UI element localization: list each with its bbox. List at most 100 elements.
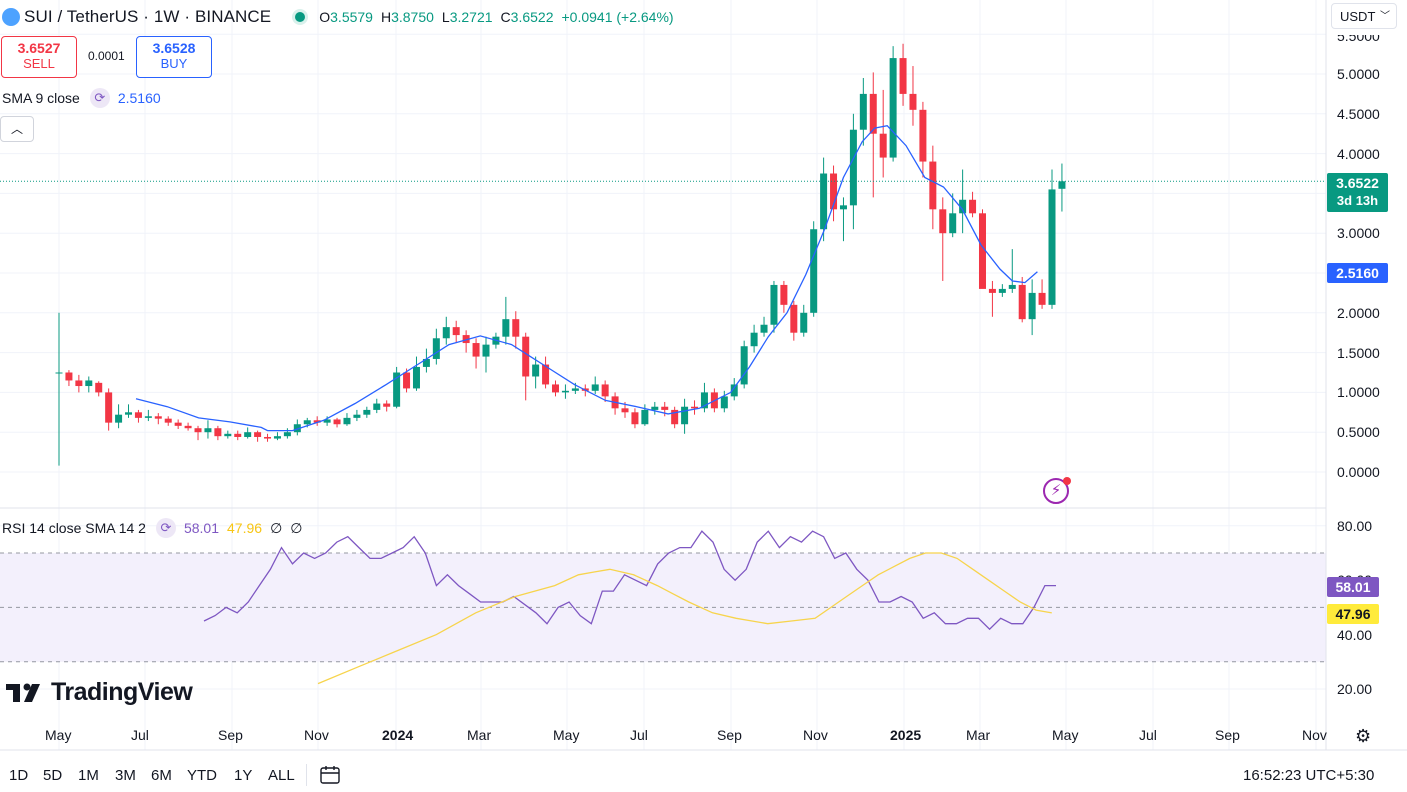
sell-price: 3.6527 [17, 40, 61, 56]
sma-legend-value: 2.5160 [117, 90, 161, 106]
candle [273, 432, 281, 441]
chevron-down-icon: ﹀ [1380, 11, 1390, 22]
candle [254, 430, 262, 442]
alerts-flash-icon[interactable]: ⚡ [1043, 477, 1071, 504]
rsi-sma-value-tag: 47.96 [1327, 604, 1379, 624]
candle [700, 382, 708, 413]
candle [810, 221, 818, 317]
gear-icon[interactable]: ⚙ [1355, 726, 1372, 746]
cycle-icon[interactable]: ⟳ [89, 88, 110, 108]
sell-button[interactable]: 3.6527 SELL [1, 36, 77, 78]
time-axis-label: Mar [966, 727, 991, 743]
sma-legend-label: SMA 9 close [2, 90, 80, 106]
notification-dot-icon [1063, 477, 1071, 485]
symbol-title[interactable]: SUI / TetherUS · 1W · BINANCE [24, 7, 272, 26]
price-axis-label: 5.5000 [1337, 28, 1380, 44]
chevron-up-icon: ︿ [10, 122, 23, 136]
buy-button[interactable]: 3.6528 BUY [136, 36, 212, 78]
time-axis-label: Jul [131, 727, 149, 743]
timeframe-button-3m[interactable]: 3M [115, 767, 136, 784]
candle [174, 419, 182, 430]
candle [482, 336, 490, 373]
time-axis-label: May [553, 727, 580, 743]
sell-label: SELL [23, 56, 55, 71]
time-axis-label: 2024 [382, 727, 414, 743]
rsi-legend-label: RSI 14 close SMA 14 2 [2, 520, 146, 536]
bar-countdown: 3d 13h [1336, 193, 1379, 208]
candle [899, 43, 907, 106]
candle [134, 409, 142, 423]
candle [154, 413, 162, 425]
candle [760, 316, 768, 337]
candle [164, 416, 172, 426]
timeframe-button-ytd[interactable]: YTD [187, 767, 217, 784]
currency-label: USDT [1340, 9, 1376, 24]
candle [144, 409, 152, 422]
candle [293, 419, 301, 436]
time-axis-label: Nov [803, 727, 828, 743]
candle [373, 398, 381, 414]
time-axis-label: 2025 [890, 727, 922, 743]
timeframe-button-1m[interactable]: 1M [78, 767, 99, 784]
date-range-icon[interactable] [319, 765, 341, 785]
candle [204, 420, 212, 439]
candle [720, 390, 728, 413]
candle [353, 409, 361, 422]
candle [522, 332, 530, 401]
ohlc-low: L3.2721 [441, 9, 493, 25]
candle [681, 398, 689, 434]
tradingview-logo[interactable]: TradingView [6, 678, 193, 707]
timeframe-button-1y[interactable]: 1Y [234, 767, 253, 784]
timeframe-button-all[interactable]: ALL [268, 767, 295, 784]
candle [969, 191, 977, 218]
candle [859, 77, 867, 146]
tradingview-logo-icon [6, 683, 40, 702]
collapse-legend-button[interactable]: ︿ [0, 116, 34, 142]
rsi-line [203, 530, 1056, 631]
candle [849, 113, 857, 230]
timeframe-button-6m[interactable]: 6M [151, 767, 172, 784]
candle [949, 193, 957, 238]
market-status-icon[interactable] [295, 12, 306, 22]
candle [403, 368, 411, 393]
rsi-legend[interactable]: RSI 14 close SMA 14 2 ⟳ 58.01 47.96 ∅ ∅ [2, 518, 302, 538]
candle [65, 370, 73, 387]
rsi-legend-value: 58.01 [183, 520, 220, 536]
time-axis-label: May [45, 727, 72, 743]
rsi-legend-empty-1: ∅ [270, 519, 283, 536]
rsi-sma-line [317, 552, 1052, 685]
rsi-band-lines [0, 552, 1326, 663]
candle [929, 145, 937, 230]
sui-logo-icon [2, 8, 20, 26]
candle [502, 296, 510, 345]
currency-selector[interactable]: USDT ﹀ [1331, 3, 1397, 29]
candle [1028, 279, 1036, 336]
candle [750, 324, 758, 353]
clock-timezone[interactable]: 16:52:23 UTC+5:30 [1243, 767, 1375, 784]
candle [115, 404, 123, 429]
sma-legend[interactable]: SMA 9 close ⟳ 2.5160 [2, 88, 161, 108]
rsi-value-tag: 58.01 [1327, 577, 1379, 597]
candle [691, 400, 699, 415]
candle [224, 430, 232, 439]
candle [671, 406, 679, 429]
time-axis-label: Jul [630, 727, 648, 743]
candle [988, 280, 996, 317]
ohlc-close: C3.6522 [500, 9, 554, 25]
cycle-icon[interactable]: ⟳ [155, 518, 176, 538]
rsi-band-fill [0, 553, 1326, 662]
candle [383, 400, 391, 412]
candle [740, 340, 748, 389]
timeframe-button-1d[interactable]: 1D [9, 767, 29, 784]
buy-label: BUY [160, 56, 188, 71]
candle [532, 356, 540, 389]
candle [105, 388, 113, 431]
candle [869, 72, 877, 198]
timeframe-button-5d[interactable]: 5D [43, 767, 63, 784]
candle [333, 417, 341, 428]
candle [542, 356, 550, 389]
rsi-legend-empty-2: ∅ [290, 519, 303, 536]
candle [1008, 249, 1016, 293]
candle [283, 428, 291, 439]
